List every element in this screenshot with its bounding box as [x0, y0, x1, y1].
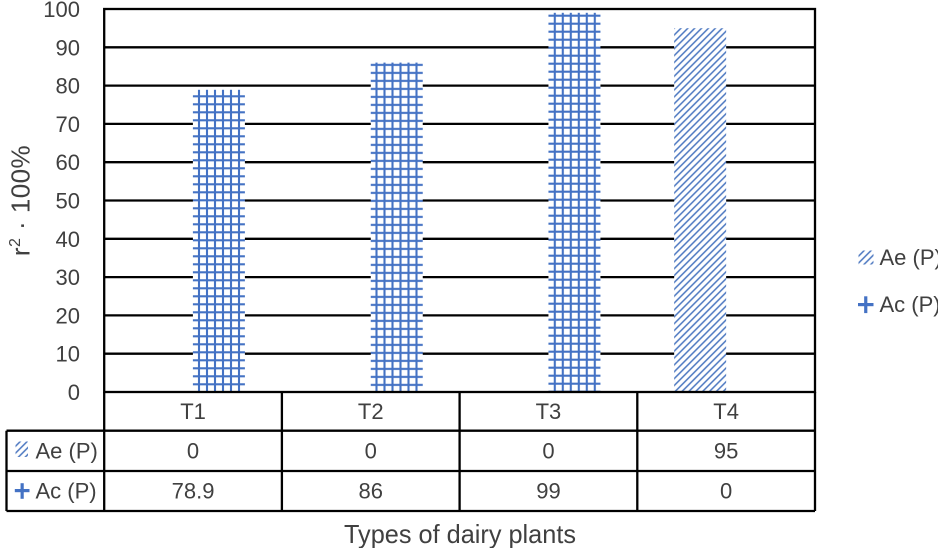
svg-text:r2 · 100%: r2 · 100% — [6, 145, 36, 256]
svg-text:40: 40 — [56, 227, 80, 252]
svg-text:30: 30 — [56, 265, 80, 290]
svg-text:90: 90 — [56, 35, 80, 60]
svg-text:T1: T1 — [180, 399, 206, 424]
svg-text:0: 0 — [365, 439, 377, 464]
svg-text:0: 0 — [187, 439, 199, 464]
svg-text:99: 99 — [536, 479, 560, 504]
svg-text:78.9: 78.9 — [172, 479, 215, 504]
svg-text:80: 80 — [56, 74, 80, 99]
svg-text:0: 0 — [68, 380, 80, 405]
svg-text:0: 0 — [720, 479, 732, 504]
svg-text:0: 0 — [542, 439, 554, 464]
svg-text:Ac (P): Ac (P) — [880, 292, 938, 317]
svg-text:T2: T2 — [358, 399, 384, 424]
svg-text:86: 86 — [359, 479, 383, 504]
svg-text:Ae (P): Ae (P) — [36, 439, 98, 464]
svg-text:T3: T3 — [536, 399, 562, 424]
svg-text:50: 50 — [56, 189, 80, 214]
svg-text:Ae (P): Ae (P) — [880, 245, 938, 270]
svg-text:20: 20 — [56, 303, 80, 328]
svg-text:70: 70 — [56, 112, 80, 137]
svg-text:Types of dairy plants: Types of dairy plants — [344, 519, 576, 548]
svg-text:Ac (P): Ac (P) — [36, 479, 97, 504]
svg-text:10: 10 — [56, 342, 80, 367]
svg-text:60: 60 — [56, 150, 80, 175]
svg-text:100: 100 — [43, 0, 80, 22]
svg-text:T4: T4 — [713, 399, 739, 424]
svg-text:95: 95 — [714, 439, 738, 464]
